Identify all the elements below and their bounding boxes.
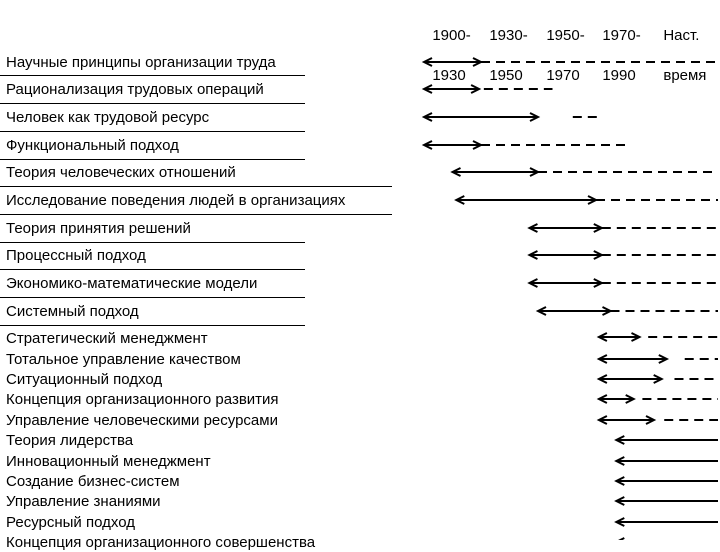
row-label: Инновационный менеджмент [6,453,211,470]
period-header-present: Наст. время [655,6,706,86]
row-divider [0,242,305,243]
arrow-head-right [593,223,605,233]
row-label: Теория принятия решений [6,220,191,237]
arrow-head-right [472,140,484,150]
arrow-head-left [618,537,625,540]
arrow-head-left [527,223,538,233]
row-label: Ситуационный подход [6,371,163,388]
row-divider [0,131,305,132]
period-start: 1970- [602,27,641,44]
period-end: 1970 [546,67,580,84]
arrow-head-left [527,278,538,288]
arrow-head-left [535,306,547,316]
row-label: Процессный подход [6,247,146,264]
arrow-head-right [529,112,541,122]
row-label: Исследование поведения людей в организац… [6,192,346,209]
arrow-head-left [421,140,433,150]
arrow-head-left [596,354,608,364]
period-end: 1950 [489,67,523,84]
row-divider [0,103,305,104]
arrow-head-left [450,167,461,177]
row-divider [0,214,392,215]
row-label: Тотальное управление качеством [6,351,241,368]
arrow-head-left [421,112,433,122]
arrow-head-left [421,84,433,94]
arrow-head-left [596,394,608,404]
arrow-head-right [593,278,605,288]
arrow-head-right [529,167,541,177]
row-divider [0,159,305,160]
row-label: Концепция организационного развития [6,391,279,408]
arrow-head-left [454,195,465,205]
period-start: Наст. [663,27,700,44]
arrow-head-left [614,496,625,506]
period-header-1900-1930: 1900- 1930 [424,6,471,86]
row-divider [0,75,305,76]
arrow-head-left [614,435,625,445]
row-label: Теория лидерства [6,432,134,449]
arrow-head-right [587,195,599,205]
row-divider [0,269,305,270]
row-label: Экономико-математические модели [6,275,258,292]
arrow-head-left [614,476,625,486]
row-label: Рационализация трудовых операций [6,81,264,98]
row-label: Стратегический менеджмент [6,330,208,347]
row-label: Создание бизнес-систем [6,473,180,490]
arrow-head-left [596,415,608,425]
arrow-head-left [596,374,608,384]
row-label: Человек как трудовой ресурс [6,109,210,126]
period-end: время [663,67,707,84]
arrow-head-left [527,250,538,260]
row-label: Управление человеческими ресурсами [6,412,278,429]
row-label: Управление знаниями [6,493,161,510]
period-end: 1990 [602,67,636,84]
arrow-head-left [614,517,625,527]
arrow-head-right [593,250,605,260]
row-label: Системный подход [6,303,139,320]
row-label: Функциональный подход [6,137,179,154]
period-header-1950-1970: 1950- 1970 [538,6,585,86]
period-start: 1950- [546,27,585,44]
period-start: 1900- [432,27,471,44]
timeline-diagram [421,57,718,540]
arrow-head-right [645,415,657,425]
row-divider [0,297,305,298]
arrow-head-right [653,374,664,384]
arrow-head-left [421,57,433,67]
arrow-head-right [470,84,482,94]
arrow-head-left [596,332,608,342]
arrow-head-right [625,394,636,404]
period-start: 1930- [489,27,528,44]
row-label: Теория человеческих отношений [6,164,236,181]
row-divider [0,325,305,326]
arrow-head-right [631,332,642,342]
row-label: Научные принципы организации труда [6,54,276,71]
arrow-head-right [472,57,484,67]
row-label: Ресурсный подход [6,514,135,531]
row-divider [0,186,392,187]
arrow-head-right [602,306,613,316]
period-header-1970-1990: 1970- 1990 [594,6,641,86]
period-header-1930-1950: 1930- 1950 [481,6,528,86]
period-end: 1930 [432,67,466,84]
arrow-head-left [614,456,625,466]
arrow-head-right [658,354,670,364]
